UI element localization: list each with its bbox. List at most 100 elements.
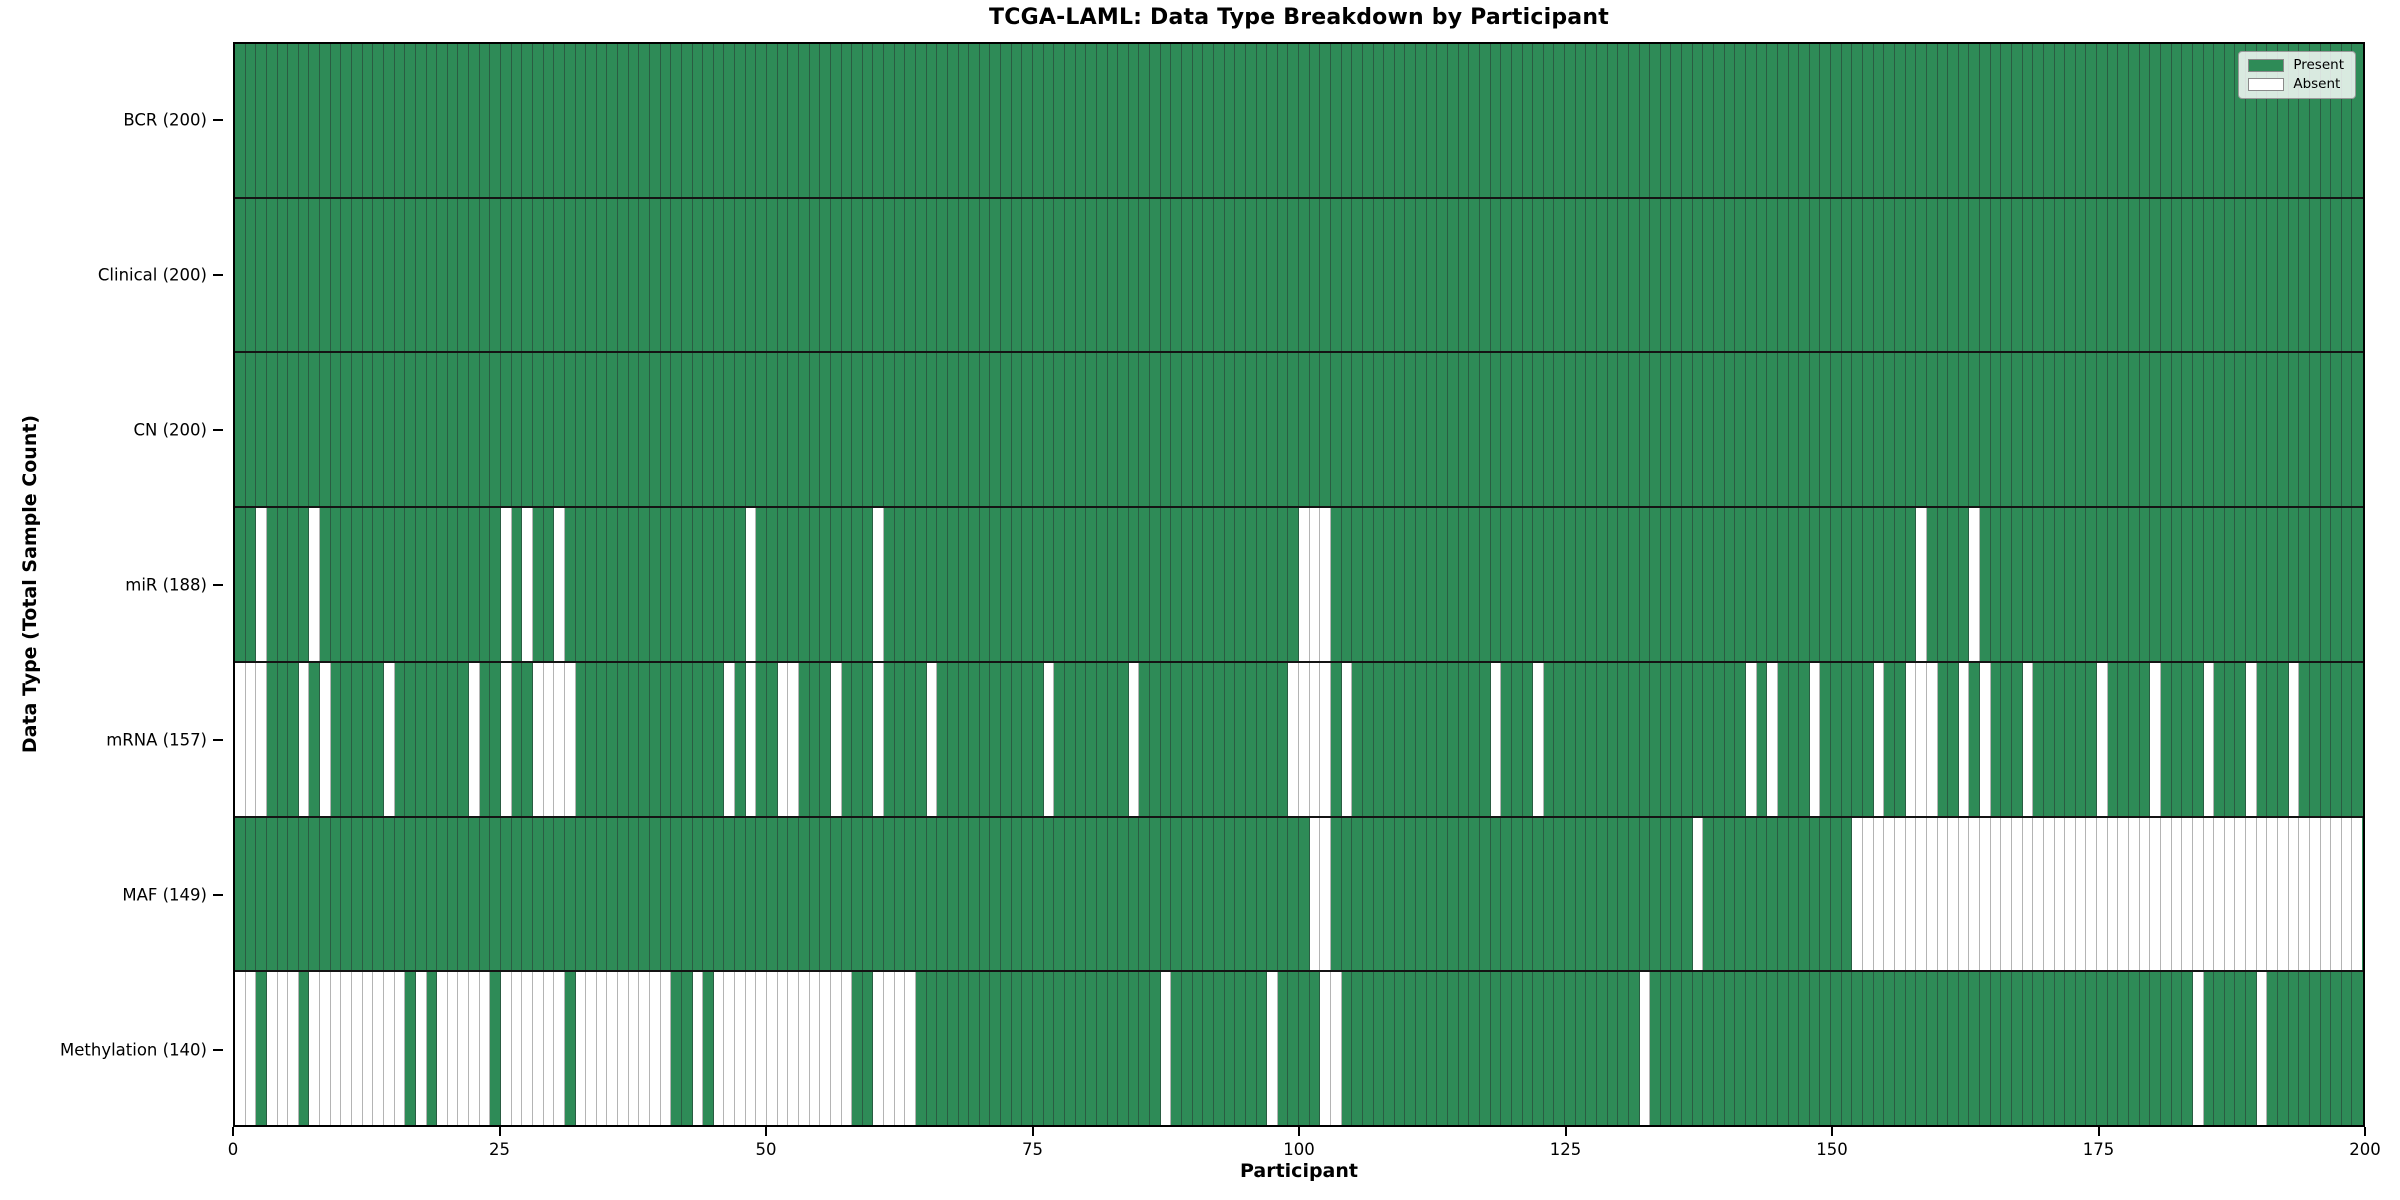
heatmap-cell [2235, 198, 2247, 352]
heatmap-cell [596, 353, 608, 507]
heatmap-cell [884, 972, 895, 1126]
heatmap-cell [1256, 972, 1268, 1126]
heatmap-cell [2118, 44, 2130, 197]
heatmap-cell [1490, 508, 1502, 661]
heatmap-cell [458, 662, 470, 816]
heatmap-cell [1277, 817, 1289, 971]
heatmap-cell [820, 198, 831, 352]
heatmap-cell [1894, 44, 1906, 197]
heatmap-cell [1405, 44, 1417, 197]
heatmap-cell [1597, 508, 1608, 661]
heatmap-cell [1352, 508, 1363, 661]
heatmap-cell [1043, 972, 1055, 1126]
heatmap-cell [692, 353, 704, 507]
heatmap-cell [1362, 817, 1374, 971]
heatmap-cell [2214, 972, 2225, 1126]
heatmap-cell [2309, 662, 2321, 816]
heatmap-cell [2107, 44, 2119, 197]
heatmap-cell [394, 198, 406, 352]
heatmap-cell [692, 817, 704, 971]
heatmap-cell [1054, 508, 1065, 661]
heatmap-cell [1958, 44, 1970, 197]
heatmap-cell [1426, 198, 1438, 352]
heatmap-cell [2352, 198, 2363, 352]
heatmap-cell [1309, 44, 1321, 197]
heatmap-cell [522, 44, 533, 197]
heatmap-cell [1192, 44, 1204, 197]
heatmap-cell [1511, 972, 1523, 1126]
heatmap-cell [564, 508, 576, 661]
heatmap-cell [767, 353, 778, 507]
heatmap-cell [1139, 817, 1151, 971]
heatmap-cell [2309, 972, 2321, 1126]
heatmap-cell [1682, 508, 1693, 661]
heatmap-cell [2299, 508, 2310, 661]
heatmap-cell [405, 198, 416, 352]
heatmap-cell [1299, 353, 1310, 507]
heatmap-cell [1586, 44, 1597, 197]
heatmap-cell [415, 353, 427, 507]
heatmap-cell [830, 662, 842, 816]
heatmap-cell [2267, 817, 2278, 971]
heatmap-cell [830, 817, 842, 971]
heatmap-cell [1671, 508, 1683, 661]
heatmap-cell [490, 508, 502, 661]
heatmap-cell [1841, 353, 1853, 507]
heatmap-cell [990, 817, 1002, 971]
heatmap-cell [1820, 353, 1832, 507]
heatmap-cell [2288, 353, 2300, 507]
heatmap-cell [1586, 353, 1597, 507]
heatmap-cell [1809, 44, 1821, 197]
heatmap-cell [2160, 44, 2172, 197]
heatmap-cell [735, 662, 746, 816]
heatmap-cell [437, 44, 448, 197]
heatmap-cell [1373, 508, 1385, 661]
heatmap-cell [1841, 662, 1853, 816]
heatmap-cell [1565, 508, 1576, 661]
heatmap-cell [1416, 198, 1427, 352]
heatmap-cell [415, 508, 427, 661]
heatmap-cell [330, 817, 342, 971]
heatmap-cell [1043, 198, 1055, 352]
heatmap-cell [586, 353, 597, 507]
heatmap-cell [1182, 353, 1193, 507]
heatmap-cell [969, 198, 980, 352]
heatmap-cell [2118, 198, 2130, 352]
heatmap-cell [2001, 662, 2012, 816]
heatmap-cell [894, 972, 906, 1126]
heatmap-cell [2192, 198, 2204, 352]
heatmap-cell [575, 508, 587, 661]
heatmap-cell [2129, 198, 2140, 352]
heatmap-cell [1554, 817, 1566, 971]
heatmap-cell [490, 44, 502, 197]
heatmap-cell [618, 44, 629, 197]
heatmap-cell [767, 817, 778, 971]
heatmap-cell [873, 44, 885, 197]
heatmap-cell [756, 662, 768, 816]
heatmap-cell [820, 972, 831, 1126]
heatmap-cell [586, 198, 597, 352]
x-tick-label: 50 [755, 1140, 777, 1159]
heatmap-cell [447, 44, 459, 197]
heatmap-cell [1692, 353, 1704, 507]
heatmap-cell [1299, 972, 1310, 1126]
heatmap-cell [479, 508, 491, 661]
heatmap-cell [1639, 508, 1651, 661]
heatmap-cell [1054, 662, 1065, 816]
heatmap-cell [1937, 662, 1949, 816]
heatmap-cell [1203, 972, 1214, 1126]
heatmap-cell [1501, 972, 1512, 1126]
heatmap-cell [703, 662, 714, 816]
heatmap-cell [1937, 972, 1949, 1126]
heatmap-cell [607, 662, 619, 816]
heatmap-cell [2320, 508, 2332, 661]
heatmap-cell [1841, 972, 1853, 1126]
legend-entry-present: Present [2248, 58, 2344, 73]
heatmap-cell [1001, 662, 1012, 816]
heatmap-cell [2278, 817, 2289, 971]
heatmap-cell [2160, 198, 2172, 352]
heatmap-cell [788, 44, 799, 197]
heatmap-cell [1948, 44, 1959, 197]
heatmap-cell [1384, 972, 1395, 1126]
heatmap-cell [2086, 44, 2098, 197]
